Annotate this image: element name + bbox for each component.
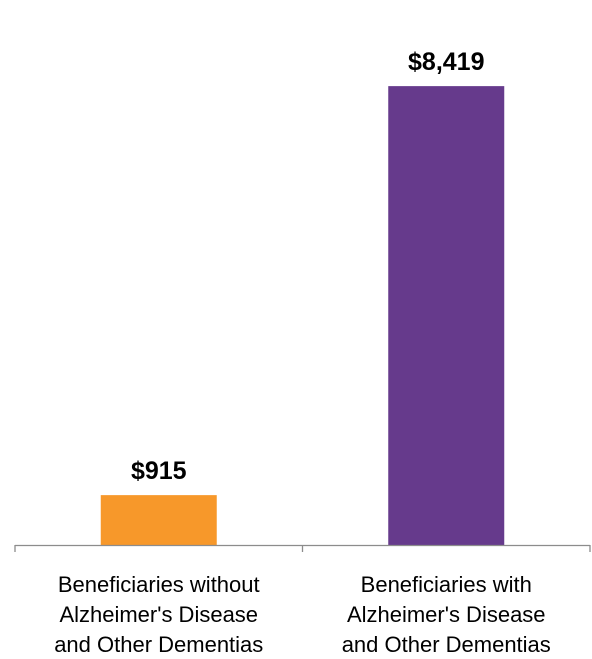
data-label-2: $8,419 (408, 48, 484, 76)
category-labels-layer: Beneficiaries without Alzheimer's Disease… (54, 572, 551, 657)
bar-1 (100, 495, 217, 545)
category-label-line: Beneficiaries with (361, 572, 532, 597)
category-label-line: and Other Dementias (54, 632, 263, 657)
category-label-line: Alzheimer's Disease (347, 602, 546, 627)
x-axis (14, 544, 591, 552)
category-label-2: Beneficiaries with Alzheimer's Disease and… (342, 572, 551, 657)
category-label-line: Alzheimer's Disease (59, 602, 258, 627)
bars-layer (100, 86, 505, 545)
data-label-1: $915 (131, 457, 187, 485)
data-labels-layer: $915 $8,419 (131, 48, 485, 485)
category-label-line: Beneficiaries without (58, 572, 260, 597)
category-label-line: and Other Dementias (342, 632, 551, 657)
category-label-1: Beneficiaries without Alzheimer's Disease… (54, 572, 263, 657)
bar-2 (388, 86, 505, 545)
